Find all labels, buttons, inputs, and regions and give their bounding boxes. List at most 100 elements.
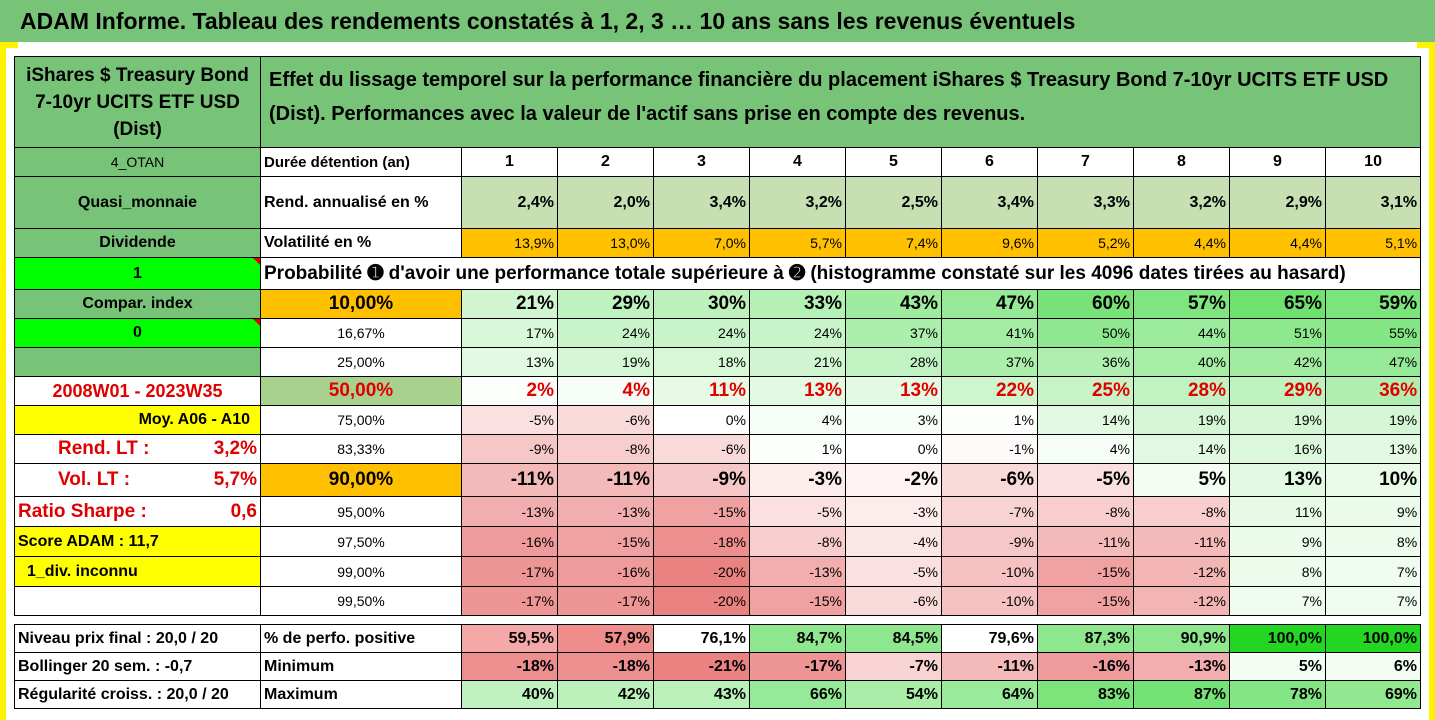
summary-side: Bollinger 20 sem. : -0,7: [14, 652, 261, 681]
probability-row: Score ADAM : 11,7 97,50% -16% -15% -18% -8% -4…: [14, 526, 1422, 557]
year-header: 4: [749, 147, 846, 177]
probability-cell: 60%: [1037, 289, 1134, 319]
probability-level: 16,67%: [260, 318, 462, 348]
probability-row: Ratio Sharpe :0,6 95,00% -13% -13% -15% -5% -3…: [14, 496, 1422, 527]
probability-cell: 18%: [653, 347, 750, 377]
side-sharpe-label: Ratio Sharpe :: [18, 500, 147, 522]
probability-cell: 29%: [557, 289, 654, 319]
side-rend-lt: Rend. LT : 3,2%: [14, 434, 261, 464]
probability-cell: -15%: [1037, 556, 1134, 587]
duration-label: Durée détention (an): [260, 147, 462, 177]
summary-cell: 66%: [749, 680, 846, 709]
probability-cell: -10%: [941, 586, 1038, 616]
probability-cell: -7%: [941, 496, 1038, 527]
probability-cell: 7%: [1324, 556, 1422, 587]
summary-cell: 64%: [941, 680, 1038, 709]
rend-cell: 3,1%: [1324, 176, 1422, 229]
probability-cell: 57%: [1133, 289, 1230, 319]
rend-cell: 2,0%: [557, 176, 654, 229]
probability-cell: 37%: [845, 318, 942, 348]
probability-cell: -3%: [749, 463, 846, 497]
probability-row: Moy. A06 - A10 75,00% -5% -6% 0% 4% 3% 1% 14% 19%…: [14, 405, 1422, 435]
probability-cell: 29%: [1229, 376, 1326, 406]
probability-level: 25,00%: [260, 347, 462, 377]
probability-cell: 19%: [557, 347, 654, 377]
summary-cell: 78%: [1229, 680, 1326, 709]
probability-cell: 7%: [1324, 586, 1422, 616]
year-header: 8: [1133, 147, 1230, 177]
probability-cell: 11%: [1229, 496, 1326, 527]
summary-cell: -18%: [461, 652, 558, 681]
probability-level: 99,00%: [260, 556, 462, 587]
probability-cell: 13%: [461, 347, 558, 377]
probability-cell: 0%: [653, 405, 750, 435]
side-empty: [14, 586, 261, 616]
side-moy: Moy. A06 - A10: [14, 405, 261, 435]
probability-cell: -5%: [1037, 463, 1134, 497]
probability-cell: 10%: [1324, 463, 1422, 497]
side-category: Quasi_monnaie: [14, 176, 261, 229]
probability-cell: 4%: [557, 376, 654, 406]
year-header: 2: [557, 147, 654, 177]
summary-cell: 40%: [461, 680, 558, 709]
probability-cell: -6%: [941, 463, 1038, 497]
summary-cell: 76,1%: [653, 624, 750, 653]
rend-cell: 3,2%: [1133, 176, 1230, 229]
side-div-unknown: 1_div. inconnu: [14, 556, 261, 587]
rend-cell: 3,4%: [941, 176, 1038, 229]
summary-cell: 83%: [1037, 680, 1134, 709]
probability-cell: -2%: [845, 463, 942, 497]
summary-cell: 43%: [653, 680, 750, 709]
probability-cell: 36%: [1324, 376, 1422, 406]
vol-cell: 4,4%: [1229, 228, 1326, 258]
probability-cell: 14%: [1037, 405, 1134, 435]
summary-table: Niveau prix final : 20,0 / 20% de perfo.…: [14, 624, 1421, 709]
report-banner: ADAM Informe. Tableau des rendements con…: [0, 0, 1435, 42]
summary-cell: -17%: [749, 652, 846, 681]
fund-name: iShares $ Treasury Bond 7-10yr UCITS ETF…: [14, 56, 261, 148]
probability-cell: 0%: [845, 434, 942, 464]
probability-cell: 4%: [1037, 434, 1134, 464]
probability-cell: 33%: [749, 289, 846, 319]
summary-cell: 57,9%: [557, 624, 654, 653]
probability-cell: 40%: [1133, 347, 1230, 377]
year-header: 7: [1037, 147, 1134, 177]
probability-level: 95,00%: [260, 496, 462, 527]
side-score: Score ADAM : 11,7: [14, 526, 261, 557]
vol-cell: 13,0%: [557, 228, 654, 258]
probability-cell: 17%: [461, 318, 558, 348]
probability-cell: -12%: [1133, 556, 1230, 587]
probability-cell: 24%: [653, 318, 750, 348]
summary-cell: 84,5%: [845, 624, 942, 653]
probability-cell: -17%: [557, 586, 654, 616]
summary-cell: 69%: [1325, 680, 1421, 709]
probability-cell: -9%: [941, 526, 1038, 557]
side-dividend: Dividende: [14, 228, 261, 258]
probability-cell: -9%: [461, 434, 558, 464]
side-rend-lt-value: 3,2%: [213, 438, 257, 459]
probability-cell: -12%: [1133, 586, 1230, 616]
probability-cell: -15%: [653, 496, 750, 527]
summary-cell: 100,0%: [1229, 624, 1326, 653]
probability-cell: 59%: [1324, 289, 1422, 319]
probability-cell: 8%: [1324, 526, 1422, 557]
year-header: 5: [845, 147, 942, 177]
vol-cell: 5,7%: [749, 228, 846, 258]
summary-cell: -21%: [653, 652, 750, 681]
vol-cell: 7,4%: [845, 228, 942, 258]
probability-cell: 36%: [1037, 347, 1134, 377]
probability-cell: -10%: [941, 556, 1038, 587]
probability-cell: -11%: [557, 463, 654, 497]
probability-cell: 14%: [1133, 434, 1230, 464]
summary-cell: -13%: [1133, 652, 1230, 681]
probability-cell: 47%: [1324, 347, 1422, 377]
probability-cell: 8%: [1229, 556, 1326, 587]
probability-cell: 50%: [1037, 318, 1134, 348]
rend-cell: 3,4%: [653, 176, 750, 229]
summary-label: % de perfo. positive: [260, 624, 462, 653]
rend-cell: 3,3%: [1037, 176, 1134, 229]
probability-cell: 3%: [845, 405, 942, 435]
probability-row: 0 16,67% 17% 24% 24% 24% 37% 41% 50% 44% 51% 55%: [14, 318, 1422, 348]
side-one: 1: [14, 257, 261, 290]
probability-cell: -18%: [653, 526, 750, 557]
